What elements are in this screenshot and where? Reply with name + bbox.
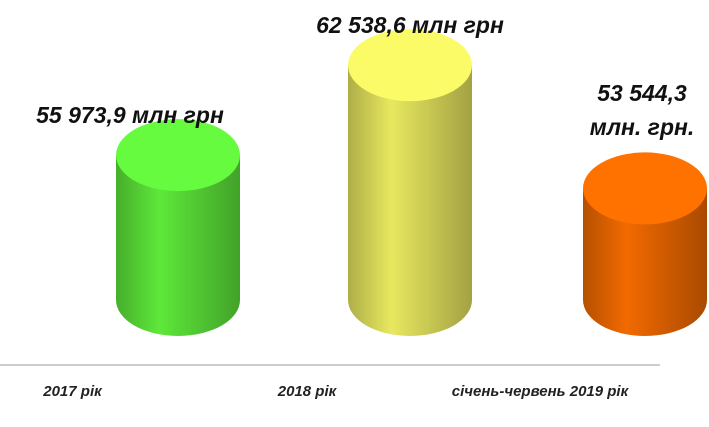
value-label: 53 544,3 млн. грн.: [589, 80, 695, 140]
cylinder-body: [348, 65, 472, 336]
cylinder-top: [348, 29, 472, 102]
x-tick-label: січень-червень 2019 рік: [451, 383, 629, 400]
x-tick-label: 2017 рік: [43, 383, 102, 400]
cylinder-body: [583, 188, 707, 336]
cylinder-top: [116, 119, 240, 192]
x-tick-label: 2018 рік: [277, 383, 337, 400]
cylinder-body: [116, 155, 240, 336]
cylinder-top: [583, 152, 707, 225]
value-label: 62 538,6 млн грн: [316, 12, 504, 38]
value-label: 55 973,9 млн грн: [36, 102, 224, 128]
